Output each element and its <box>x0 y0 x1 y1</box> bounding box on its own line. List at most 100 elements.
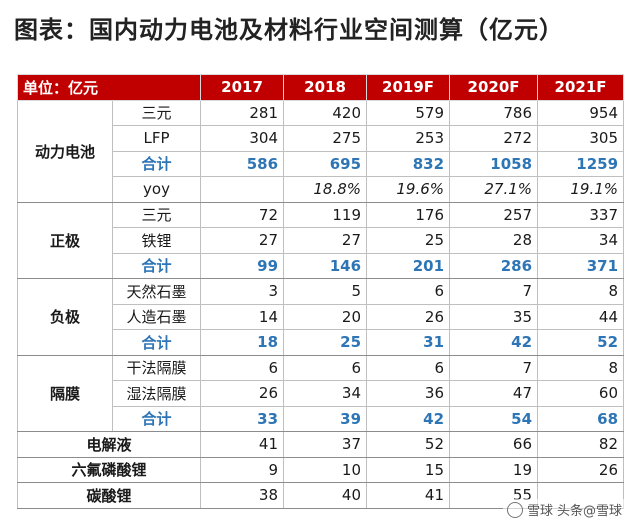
value-cell: 6 <box>366 278 451 305</box>
item-label: 湿法隔膜 <box>111 380 202 407</box>
value-cell: 337 <box>537 201 625 228</box>
table-row: 负极 天然石墨 3 5 6 7 8 <box>17 278 625 356</box>
value-cell: 37 <box>283 431 368 458</box>
value-cell: 281 <box>200 99 285 126</box>
value-cell: 954 <box>537 99 625 126</box>
table-body: 动力电池 三元 281 420 579 786 954 LFP 304 275 253 272 305 合… <box>16 99 625 509</box>
value-cell: 5 <box>283 278 368 305</box>
group-label: 动力电池 <box>17 99 113 203</box>
value-cell: 6 <box>200 354 285 381</box>
year-header: 2018 <box>283 74 368 101</box>
value-cell: 28 <box>449 227 539 254</box>
table-row: 正极 三元 72 119 176 257 337 <box>17 201 625 279</box>
value-cell: 20 <box>283 303 368 330</box>
value-cell: 9 <box>200 456 285 483</box>
item-label: 合计 <box>111 329 202 356</box>
value-cell: 41 <box>366 482 451 509</box>
item-label: 铁锂 <box>111 227 202 254</box>
value-cell: 36 <box>366 380 451 407</box>
value-cell: 52 <box>366 431 451 458</box>
value-cell: 119 <box>283 201 368 228</box>
value-cell: 286 <box>449 252 539 279</box>
table-row: 动力电池 三元 281 420 579 786 954 <box>17 99 625 203</box>
table-row: 合计 18 25 31 42 52 <box>18 329 625 356</box>
value-cell: 26 <box>200 380 285 407</box>
item-label: 合计 <box>111 150 202 177</box>
year-header: 2017 <box>200 74 285 101</box>
value-cell: 7 <box>449 354 539 381</box>
value-cell: 33 <box>200 405 285 432</box>
material-label: 碳酸锂 <box>16 482 202 509</box>
value-cell: 371 <box>537 252 625 279</box>
table-row: 六氟磷酸锂 9 10 15 19 26 <box>16 456 625 483</box>
group-label: 负极 <box>17 278 113 356</box>
value-cell: 54 <box>449 405 539 432</box>
value-cell: 275 <box>283 125 368 152</box>
table-row: 电解液 41 37 52 66 82 <box>16 431 625 458</box>
value-cell: 68 <box>537 405 625 432</box>
value-cell: 7 <box>449 278 539 305</box>
value-cell: 19.1% <box>537 176 625 203</box>
value-cell: 6 <box>283 354 368 381</box>
value-cell: 18 <box>200 329 285 356</box>
value-cell: 31 <box>366 329 451 356</box>
value-cell: 27.1% <box>449 176 539 203</box>
item-label: yoy <box>111 176 202 203</box>
year-header: 2019F <box>366 74 451 101</box>
value-cell: 6 <box>366 354 451 381</box>
value-cell: 41 <box>200 431 285 458</box>
item-label: 干法隔膜 <box>111 354 202 381</box>
value-cell: 420 <box>283 99 368 126</box>
item-label: 合计 <box>111 405 202 432</box>
group-label: 正极 <box>17 201 113 279</box>
watermark-brand: 雪球 <box>526 504 553 519</box>
value-cell: 10 <box>283 456 368 483</box>
table-row: 人造石墨 14 20 26 35 44 <box>18 303 625 330</box>
value-cell: 304 <box>200 125 285 152</box>
value-cell: 579 <box>366 99 451 126</box>
value-cell: 25 <box>283 329 368 356</box>
table-row: yoy 18.8% 19.6% 27.1% 19.1% <box>18 176 625 203</box>
item-label: 天然石墨 <box>111 278 202 305</box>
value-cell: 146 <box>283 252 368 279</box>
table-row: 隔膜 干法隔膜 6 6 6 7 8 <box>17 354 625 432</box>
value-cell: 38 <box>200 482 285 509</box>
market-size-table: 单位：亿元 2017 2018 2019F 2020F 2021F 动力电池 三元… <box>16 74 625 509</box>
value-cell: 19 <box>449 456 539 483</box>
value-cell: 27 <box>283 227 368 254</box>
table-row: 合计 586 695 832 1058 1259 <box>18 150 625 177</box>
item-label: LFP <box>111 125 202 152</box>
value-cell: 82 <box>537 431 625 458</box>
value-cell: 695 <box>283 150 368 177</box>
snowball-logo-icon <box>506 501 523 518</box>
value-cell: 39 <box>283 405 368 432</box>
value-cell: 26 <box>537 456 625 483</box>
group-label: 隔膜 <box>17 354 113 432</box>
value-cell <box>200 176 285 203</box>
value-cell: 19.6% <box>366 176 451 203</box>
value-cell: 27 <box>200 227 285 254</box>
value-cell: 1058 <box>449 150 539 177</box>
header-row: 单位：亿元 2017 2018 2019F 2020F 2021F <box>16 74 625 101</box>
value-cell: 47 <box>449 380 539 407</box>
value-cell: 257 <box>449 201 539 228</box>
item-label: 人造石墨 <box>111 303 202 330</box>
value-cell: 35 <box>449 303 539 330</box>
value-cell: 40 <box>283 482 368 509</box>
item-label: 合计 <box>111 252 202 279</box>
value-cell: 3 <box>200 278 285 305</box>
value-cell: 60 <box>537 380 625 407</box>
value-cell: 99 <box>200 252 285 279</box>
value-cell: 25 <box>366 227 451 254</box>
value-cell: 34 <box>537 227 625 254</box>
value-cell: 42 <box>449 329 539 356</box>
value-cell: 52 <box>537 329 625 356</box>
chart-title: 图表：国内动力电池及材料行业空间测算（亿元） <box>14 15 564 44</box>
item-label: 三元 <box>111 201 202 228</box>
item-label: 三元 <box>111 99 202 126</box>
value-cell: 832 <box>366 150 451 177</box>
value-cell: 201 <box>366 252 451 279</box>
value-cell: 66 <box>449 431 539 458</box>
value-cell: 8 <box>537 354 625 381</box>
table-row: 碳酸锂 38 40 41 55 <box>16 482 625 509</box>
